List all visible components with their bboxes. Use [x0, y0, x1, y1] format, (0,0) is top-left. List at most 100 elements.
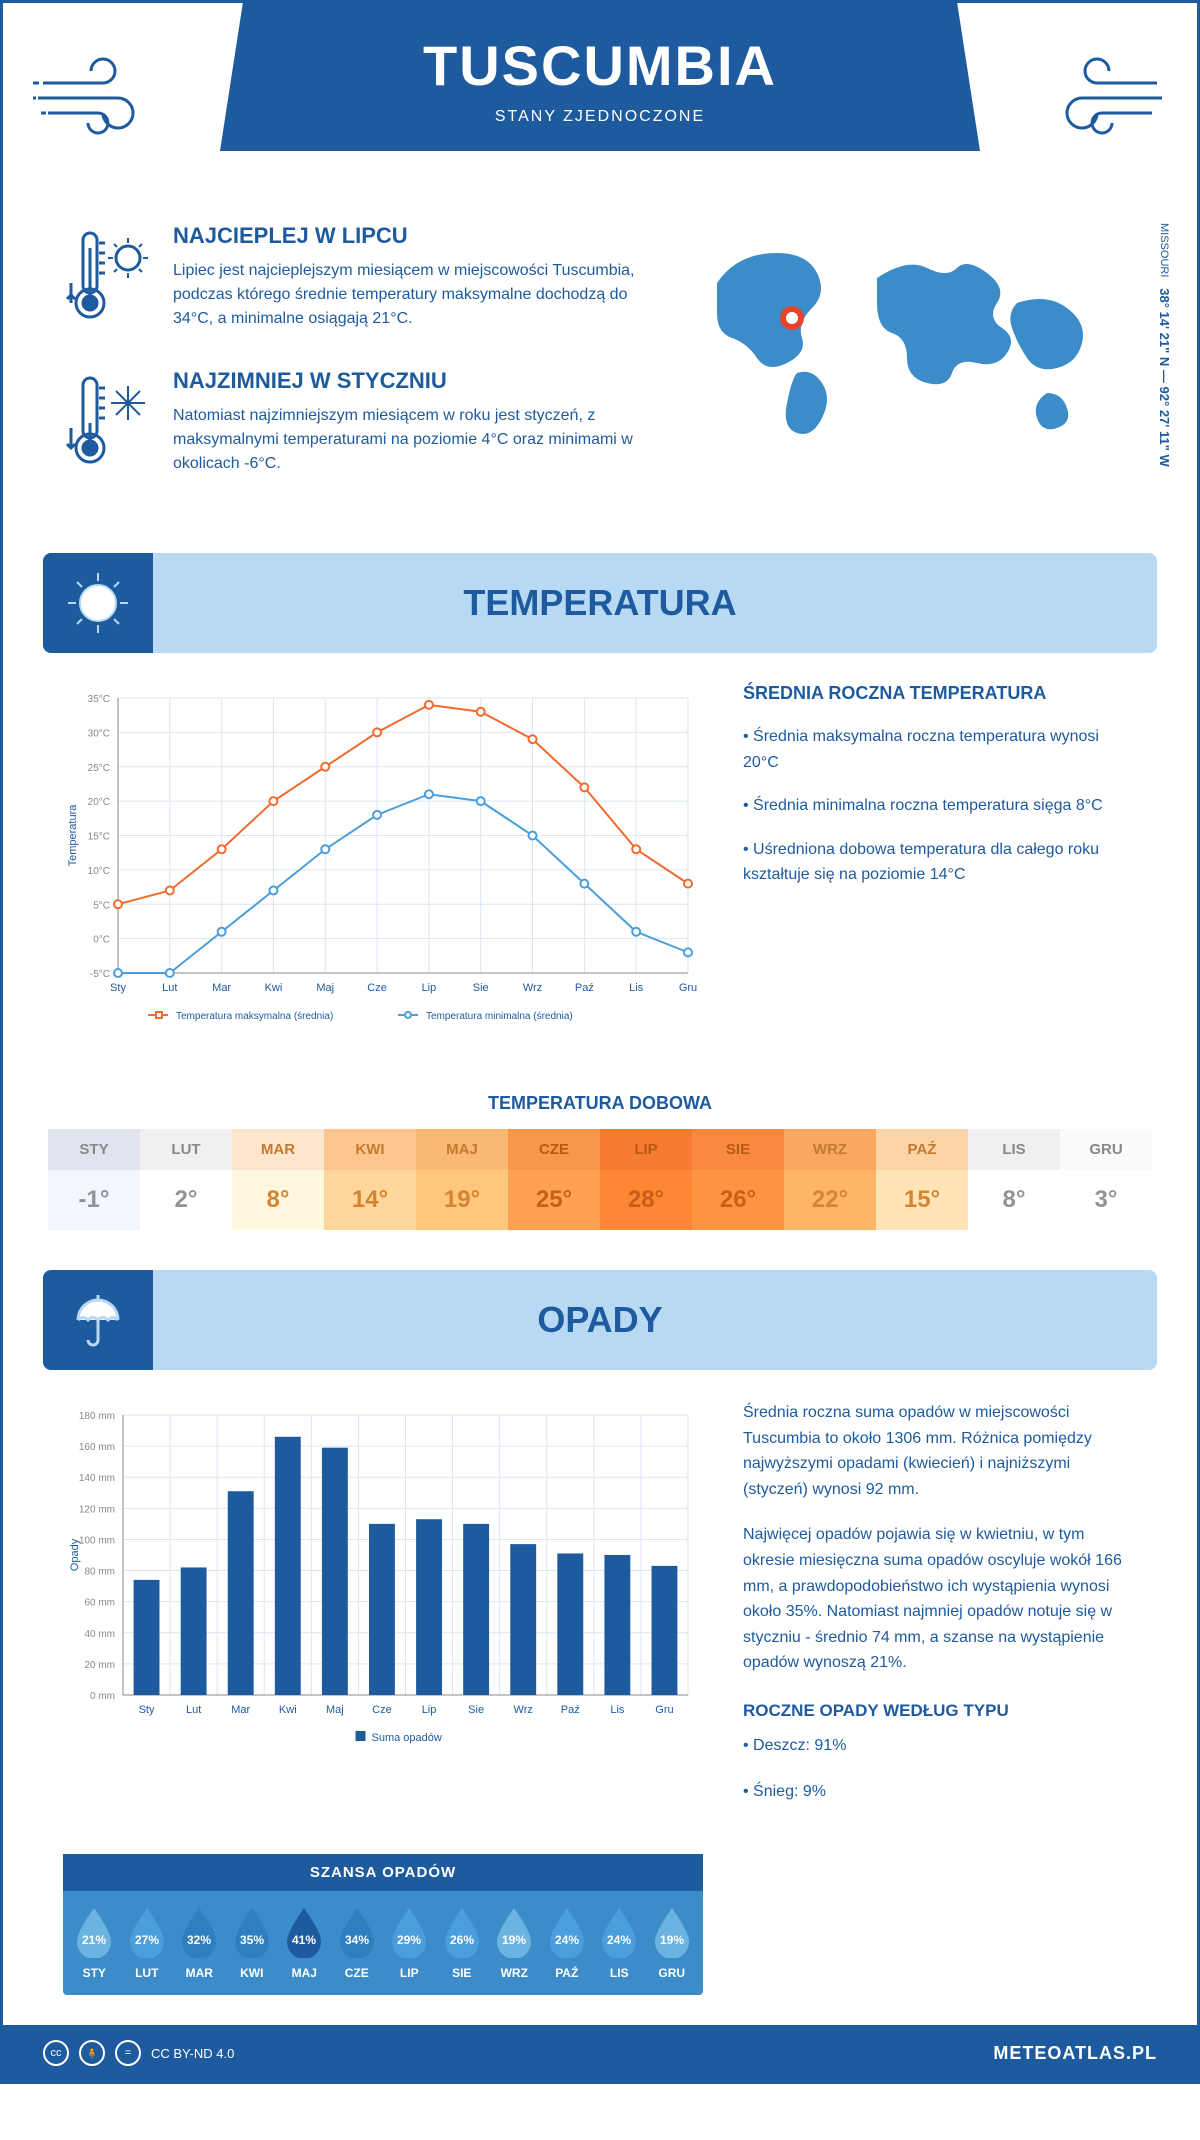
svg-text:29%: 29%: [397, 1933, 421, 1947]
thermometer-cold-icon: [63, 368, 153, 483]
svg-text:80 mm: 80 mm: [84, 1567, 115, 1578]
temp-text-l2: • Średnia minimalna roczna temperatura s…: [743, 793, 1137, 819]
svg-text:-5°C: -5°C: [90, 969, 110, 980]
svg-text:35°C: 35°C: [88, 694, 110, 705]
svg-text:Lip: Lip: [422, 982, 437, 994]
region-label: MISSOURI: [1158, 223, 1170, 277]
svg-text:30°C: 30°C: [88, 728, 110, 739]
svg-text:Mar: Mar: [212, 982, 231, 994]
svg-text:Temperatura: Temperatura: [67, 804, 79, 867]
svg-text:Mar: Mar: [231, 1704, 250, 1716]
temperature-section: -5°C 0°C 5°C 10°C 15°C 20°C 25°C 30°C 35°C Sty Lut…: [3, 653, 1197, 1073]
hot-text: Lipiec jest najcieplejszym miesiącem w m…: [173, 259, 667, 331]
world-map-icon: [697, 223, 1117, 453]
temp-text-l1: • Średnia maksymalna roczna temperatura …: [743, 724, 1137, 775]
svg-text:24%: 24%: [607, 1933, 631, 1947]
by-icon: 🧍: [79, 2040, 105, 2066]
temp-text-title: ŚREDNIA ROCZNA TEMPERATURA: [743, 683, 1137, 704]
svg-text:5°C: 5°C: [93, 900, 110, 911]
precip-p2: Najwięcej opadów pojawia się w kwietniu,…: [743, 1522, 1137, 1676]
svg-text:40 mm: 40 mm: [84, 1629, 115, 1640]
precip-snow: • Śnieg: 9%: [743, 1779, 1137, 1805]
precip-rain: • Deszcz: 91%: [743, 1733, 1137, 1759]
daily-cell: PAŹ15°: [876, 1129, 968, 1230]
svg-text:100 mm: 100 mm: [79, 1535, 115, 1546]
page-title: TUSCUMBIA: [220, 33, 980, 98]
svg-text:15°C: 15°C: [88, 832, 110, 843]
svg-text:19%: 19%: [502, 1933, 526, 1947]
chance-item: 19%WRZ: [493, 1906, 535, 1980]
svg-text:140 mm: 140 mm: [79, 1473, 115, 1484]
svg-text:Cze: Cze: [367, 982, 387, 994]
umbrella-icon: [43, 1270, 153, 1370]
svg-text:20 mm: 20 mm: [84, 1660, 115, 1671]
svg-text:Gru: Gru: [655, 1704, 673, 1716]
license-text: CC BY-ND 4.0: [151, 2046, 234, 2061]
footer-site: METEOATLAS.PL: [993, 2043, 1157, 2064]
svg-text:Maj: Maj: [316, 982, 334, 994]
daily-cell: LIS8°: [968, 1129, 1060, 1230]
temperature-title: TEMPERATURA: [463, 582, 736, 624]
cc-icon: cc: [43, 2040, 69, 2066]
svg-text:20°C: 20°C: [88, 797, 110, 808]
svg-text:Paź: Paź: [575, 982, 594, 994]
svg-text:180 mm: 180 mm: [79, 1411, 115, 1422]
temperature-text: ŚREDNIA ROCZNA TEMPERATURA • Średnia mak…: [743, 683, 1137, 1043]
svg-text:Lut: Lut: [162, 982, 177, 994]
precip-text: Średnia roczna suma opadów w miejscowośc…: [743, 1400, 1137, 1824]
svg-text:Opady: Opady: [69, 1538, 81, 1571]
svg-text:Sty: Sty: [110, 982, 126, 994]
cold-text: Natomiast najzimniejszym miesiącem w rok…: [173, 404, 667, 476]
chance-item: 41%MAJ: [283, 1906, 325, 1980]
svg-text:21%: 21%: [82, 1933, 106, 1947]
page: TUSCUMBIA STANY ZJEDNOCZONE NAJCIEPLEJ W…: [0, 0, 1200, 2084]
svg-text:35%: 35%: [240, 1933, 264, 1947]
footer: cc 🧍 = CC BY-ND 4.0 METEOATLAS.PL: [3, 2025, 1197, 2081]
daily-title: TEMPERATURA DOBOWA: [3, 1093, 1197, 1114]
daily-cell: MAR8°: [232, 1129, 324, 1230]
cold-block: NAJZIMNIEJ W STYCZNIU Natomiast najzimni…: [63, 368, 667, 483]
svg-text:25°C: 25°C: [88, 763, 110, 774]
lat-label: 38° 14' 21" N: [1157, 288, 1172, 366]
svg-text:Cze: Cze: [372, 1704, 392, 1716]
svg-text:160 mm: 160 mm: [79, 1442, 115, 1453]
svg-text:34%: 34%: [345, 1933, 369, 1947]
svg-text:Wrz: Wrz: [523, 982, 542, 994]
page-subtitle: STANY ZJEDNOCZONE: [220, 108, 980, 126]
svg-text:Kwi: Kwi: [265, 982, 283, 994]
chance-item: 19%GRU: [651, 1906, 693, 1980]
chance-item: 32%MAR: [178, 1906, 220, 1980]
daily-cell: CZE25°: [508, 1129, 600, 1230]
wind-icon: [1027, 43, 1167, 148]
daily-cell: WRZ22°: [784, 1129, 876, 1230]
precip-p1: Średnia roczna suma opadów w miejscowośc…: [743, 1400, 1137, 1502]
svg-text:Temperatura maksymalna (średni: Temperatura maksymalna (średnia): [176, 1011, 333, 1022]
header: TUSCUMBIA STANY ZJEDNOCZONE: [3, 3, 1197, 203]
cold-title: NAJZIMNIEJ W STYCZNIU: [173, 368, 667, 394]
chance-box: SZANSA OPADÓW 21%STY27%LUT32%MAR35%KWI41…: [63, 1854, 703, 1995]
footer-license: cc 🧍 = CC BY-ND 4.0: [43, 2040, 234, 2066]
chance-item: 21%STY: [73, 1906, 115, 1980]
daily-table: STY-1°LUT2°MAR8°KWI14°MAJ19°CZE25°LIP28°…: [48, 1129, 1152, 1230]
svg-text:Sie: Sie: [468, 1704, 484, 1716]
svg-text:Lut: Lut: [186, 1704, 201, 1716]
svg-text:Suma opadów: Suma opadów: [372, 1732, 442, 1744]
chance-item: 34%CZE: [336, 1906, 378, 1980]
svg-text:60 mm: 60 mm: [84, 1598, 115, 1609]
chance-item: 35%KWI: [231, 1906, 273, 1980]
daily-cell: MAJ19°: [416, 1129, 508, 1230]
svg-text:10°C: 10°C: [88, 866, 110, 877]
chance-item: 29%LIP: [388, 1906, 430, 1980]
svg-text:24%: 24%: [555, 1933, 579, 1947]
daily-cell: STY-1°: [48, 1129, 140, 1230]
sun-icon: [43, 553, 153, 653]
svg-text:0°C: 0°C: [93, 935, 110, 946]
hot-block: NAJCIEPLEJ W LIPCU Lipiec jest najcieple…: [63, 223, 667, 338]
svg-text:19%: 19%: [660, 1933, 684, 1947]
svg-text:Sty: Sty: [139, 1704, 155, 1716]
thermometer-hot-icon: [63, 223, 153, 338]
svg-text:41%: 41%: [292, 1933, 316, 1947]
chance-row: 21%STY27%LUT32%MAR35%KWI41%MAJ34%CZE29%L…: [63, 1891, 703, 1980]
svg-text:Lis: Lis: [629, 982, 644, 994]
intro-text: NAJCIEPLEJ W LIPCU Lipiec jest najcieple…: [63, 223, 667, 513]
